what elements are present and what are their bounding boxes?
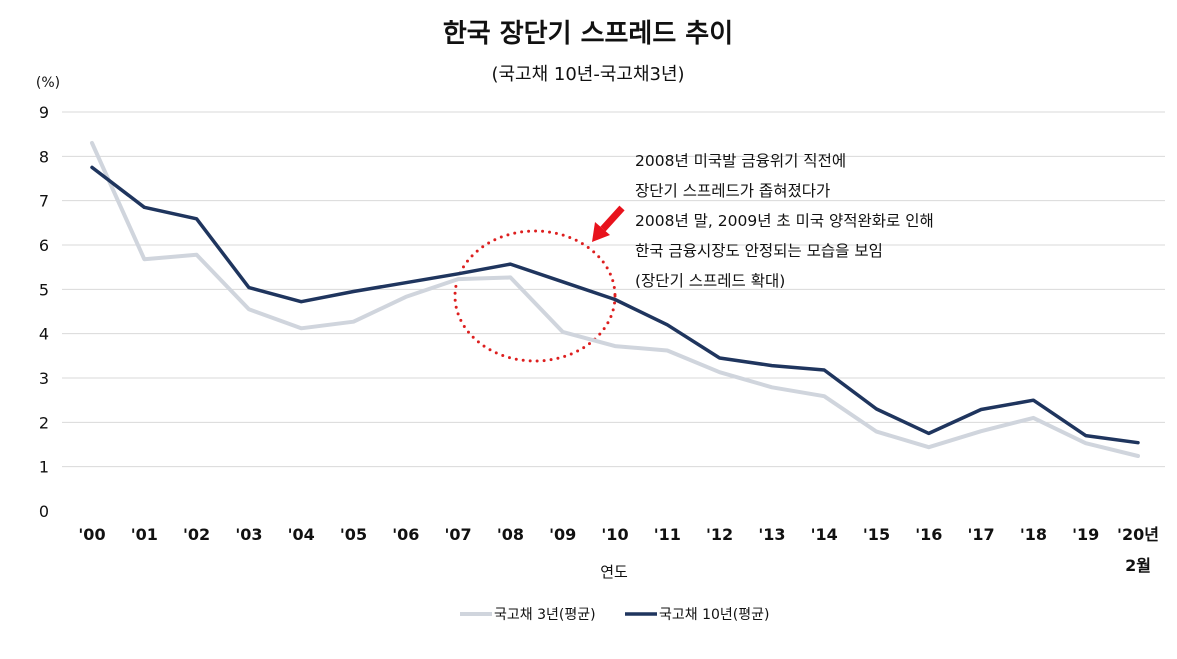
- x-tick-label: '12: [706, 525, 733, 544]
- y-tick-label: 7: [39, 192, 49, 211]
- x-tick-label: '20년: [1117, 525, 1159, 544]
- y-tick-label: 0: [39, 502, 49, 521]
- y-tick-label: 8: [39, 147, 49, 166]
- series-line-10y: [90, 165, 1140, 445]
- gridlines: [62, 111, 1165, 468]
- annotation-line: (장단기 스프레드 확대): [635, 272, 785, 290]
- y-tick-label: 9: [39, 103, 49, 122]
- legend-label: 국고채 3년(평균): [494, 607, 596, 623]
- y-tick-label: 2: [39, 413, 49, 432]
- annotation-arrow: [592, 205, 625, 242]
- x-tick-label: '18: [1020, 525, 1047, 544]
- x-tick-label: '14: [811, 525, 838, 544]
- x-tick-label: '06: [392, 525, 419, 544]
- x-tick-label: '10: [601, 525, 628, 544]
- x-tick-label-line2: 2월: [1125, 556, 1151, 575]
- legend-label: 국고채 10년(평균): [659, 607, 769, 623]
- chart-subtitle: (국고채 10년-국고채3년): [491, 64, 684, 85]
- x-tick-label: '09: [549, 525, 576, 544]
- x-tick-label: '16: [915, 525, 942, 544]
- x-tick-label: '11: [654, 525, 681, 544]
- x-tick-label: '13: [758, 525, 785, 544]
- x-tick-label: '08: [497, 525, 524, 544]
- x-tick-label: '07: [445, 525, 472, 544]
- x-tick-label: '04: [288, 525, 315, 544]
- x-tick-label: '01: [131, 525, 158, 544]
- y-tick-label: 3: [39, 369, 49, 388]
- annotation-line: 2008년 말, 2009년 초 미국 양적완화로 인해: [635, 212, 934, 230]
- x-axis-ticks: '00 '01 '02 '03 '04 '05 '06 '07 '08 '09 '10 '11 '12 '…: [78, 525, 1159, 575]
- series-line-3y: [90, 141, 1140, 458]
- highlight-circle: [453, 229, 617, 363]
- annotation-line: 2008년 미국발 금융위기 직전에: [635, 152, 846, 170]
- y-tick-label: 5: [39, 280, 49, 299]
- x-tick-label: '17: [968, 525, 995, 544]
- y-unit-label: (%): [36, 75, 60, 91]
- x-tick-label: '15: [863, 525, 890, 544]
- x-axis-label: 연도: [600, 563, 628, 581]
- annotation-line: 한국 금융시장도 안정되는 모습을 보임: [635, 242, 883, 260]
- x-tick-label: '02: [183, 525, 210, 544]
- legend: 국고채 3년(평균) 국고채 10년(평균): [460, 607, 769, 623]
- x-tick-label: '19: [1072, 525, 1099, 544]
- x-tick-label: '00: [78, 525, 105, 544]
- chart-title: 한국 장단기 스프레드 추이: [443, 19, 733, 49]
- y-tick-label: 4: [39, 325, 49, 344]
- series-lines: [90, 141, 1140, 458]
- y-axis-ticks: 0 1 2 3 4 5 6 7 8 9: [39, 103, 49, 521]
- x-tick-label: '03: [235, 525, 262, 544]
- annotation-marks: [453, 205, 625, 363]
- annotation-line: 장단기 스프레드가 좁혀졌다가: [635, 182, 830, 200]
- x-tick-label: '05: [340, 525, 367, 544]
- y-tick-label: 6: [39, 236, 49, 255]
- y-tick-label: 1: [39, 458, 49, 477]
